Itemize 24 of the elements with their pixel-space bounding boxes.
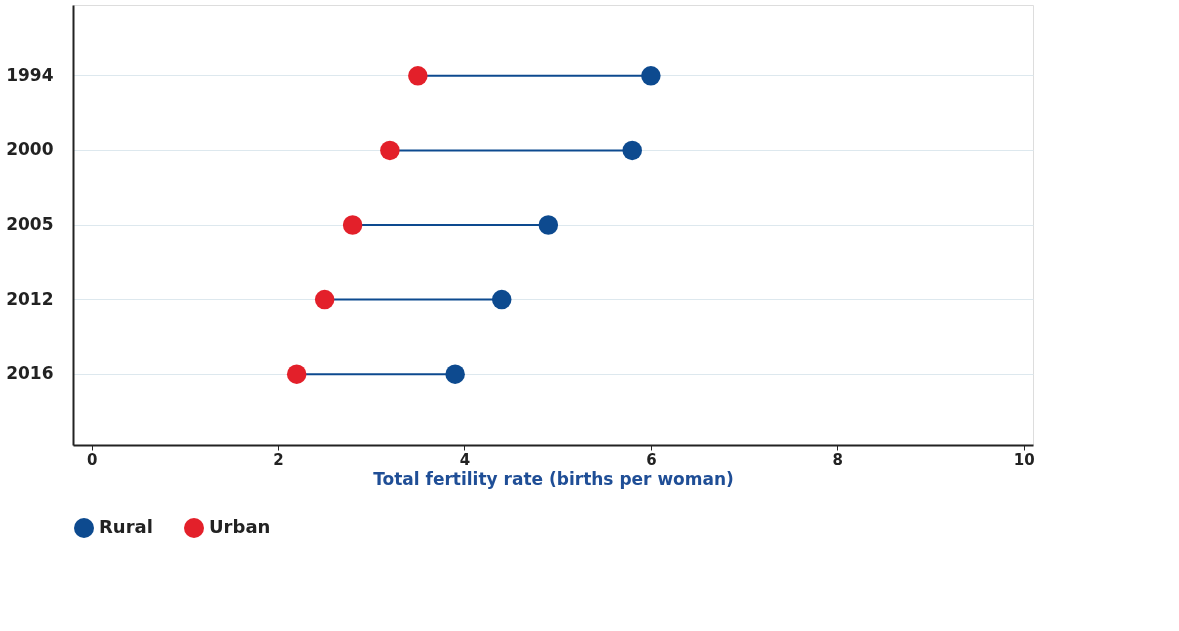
x-tick-label: 4 [459,450,471,469]
point [314,289,335,310]
point [491,289,512,310]
point [408,66,428,86]
y-tick-label: 2016 [6,363,54,384]
legend-label: Rural [99,516,153,537]
point [641,66,661,86]
point [342,215,363,235]
x-tick-label: 10 [1013,450,1035,469]
y-tick-label: 1994 [6,64,54,85]
y-tick-label: 2012 [6,288,54,309]
point [622,140,642,161]
x-tick-label: 8 [832,450,843,469]
x-tick-label: 6 [646,450,657,469]
legend-label: Urban [209,516,271,537]
point [286,364,307,384]
x-axis-title: Total fertility rate (births per woman) [373,468,734,489]
y-tick-label: 2005 [6,214,54,234]
point [445,364,465,384]
point [380,140,400,161]
x-tick-label: 2 [273,450,284,469]
y-tick-label: 2000 [6,139,54,160]
x-tick-label: 0 [86,450,98,469]
point [538,215,559,235]
